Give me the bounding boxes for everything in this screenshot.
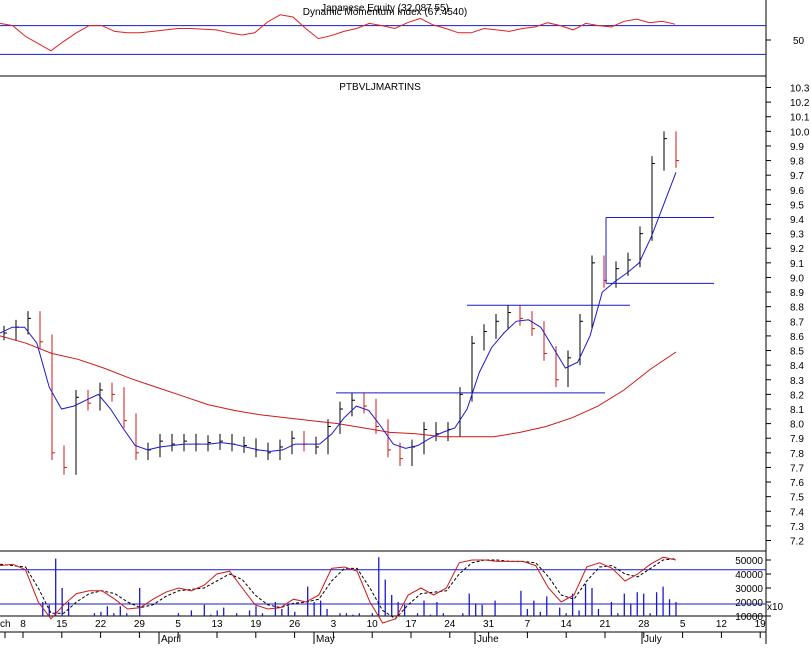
x-tick-label: 26 xyxy=(289,619,301,630)
y-tick-label: 8.2 xyxy=(790,390,804,401)
y-tick-label: 7.6 xyxy=(790,478,804,489)
x-tick-label: 12 xyxy=(716,619,728,630)
y-tick-label: 9.1 xyxy=(790,259,804,270)
x-tick-label: 28 xyxy=(638,619,650,630)
y-tick-label: 9.6 xyxy=(790,186,804,197)
month-label: April xyxy=(161,634,181,645)
y-tick-label: 7.7 xyxy=(790,463,804,474)
y-tick-label: 8.6 xyxy=(790,332,804,343)
month-label: July xyxy=(644,634,662,645)
volume-axis-note: x10 xyxy=(767,602,784,613)
y-tick-label: 50000 xyxy=(735,556,763,567)
month-label: May xyxy=(316,634,335,645)
x-tick-label: 31 xyxy=(483,619,495,630)
x-tick-label: 5 xyxy=(680,619,686,630)
y-tick-label: 8.8 xyxy=(790,303,804,314)
y-tick-label: 8.9 xyxy=(790,288,804,299)
stoch-k-line xyxy=(0,556,677,624)
y-tick-label: 7.2 xyxy=(790,537,804,548)
y-tick-label: 8.7 xyxy=(790,317,804,328)
y-tick-label: 10.2 xyxy=(790,98,810,109)
momentum-line xyxy=(0,14,676,52)
y-tick-label: 8.0 xyxy=(790,420,804,431)
y-tick-label: 9.9 xyxy=(790,142,804,153)
price-panel: PTBVLJMARTINS 10.3 10.2 10.1 10.0 9.9 9.8 9.7 9… xyxy=(0,76,810,552)
y-tick-label: 30000 xyxy=(735,584,763,595)
x-tick-label: 7 xyxy=(525,619,531,630)
y-tick-label: 8.1 xyxy=(790,405,804,416)
y-tick-label: 9.4 xyxy=(790,215,804,226)
y-tick-label: 9.3 xyxy=(790,230,804,241)
x-tick-label: 8 xyxy=(20,619,26,630)
y-tick-label: 10.1 xyxy=(790,113,810,124)
x-tick-label: 22 xyxy=(95,619,107,630)
y-tick-label: 7.8 xyxy=(790,449,804,460)
long-ma-line xyxy=(0,335,677,438)
x-tick-label: 13 xyxy=(211,619,223,630)
y-tick-label: 7.5 xyxy=(790,493,804,504)
y-tick-label: 8.3 xyxy=(790,376,804,387)
y-tick-label: 8.5 xyxy=(790,347,804,358)
short-ma-line xyxy=(0,172,677,452)
month-label: June xyxy=(477,634,499,645)
y-tick-label: 10.0 xyxy=(790,127,810,138)
stoch-d-line xyxy=(0,558,677,620)
x-tick-label: 3 xyxy=(331,619,337,630)
x-tick-label: 19 xyxy=(250,619,262,630)
y-tick-label: 7.4 xyxy=(790,507,804,518)
x-tick-label: 17 xyxy=(405,619,417,630)
y-tick-label: 9.5 xyxy=(790,200,804,211)
x-tick-label: 15 xyxy=(56,619,68,630)
y-tick-label: 50 xyxy=(793,36,805,47)
x-tick-label: 29 xyxy=(134,619,146,630)
y-tick-label: 7.3 xyxy=(790,522,804,533)
y-tick-label: 9.2 xyxy=(790,244,804,255)
momentum-title: Dynamic Momentum Index (67.4540) xyxy=(303,7,468,18)
x-tick-label: 14 xyxy=(561,619,573,630)
x-tick-label: 21 xyxy=(599,619,611,630)
y-tick-label: 8.4 xyxy=(790,361,804,372)
y-tick-label: 40000 xyxy=(735,570,763,581)
y-tick-label: 9.7 xyxy=(790,171,804,182)
x-tick-label: 24 xyxy=(444,619,456,630)
momentum-panel: Dynamic Momentum Index (67.4540) Japanes… xyxy=(0,0,805,77)
x-tick-label: 5 xyxy=(175,619,181,630)
y-tick-label: 7.9 xyxy=(790,434,804,445)
x-tick-label: ch xyxy=(0,619,11,630)
y-tick-label: 10.3 xyxy=(790,84,810,95)
equity-overlay-title: Japanese Equity (32.087 55) xyxy=(321,3,449,14)
price-title: PTBVLJMARTINS xyxy=(339,82,421,93)
x-tick-label: 19 xyxy=(755,619,767,630)
y-tick-label: 9.8 xyxy=(790,157,804,168)
y-tick-label: 9.0 xyxy=(790,273,804,284)
x-tick-label: 10 xyxy=(367,619,379,630)
y-tick-label: 10000 xyxy=(735,612,763,623)
